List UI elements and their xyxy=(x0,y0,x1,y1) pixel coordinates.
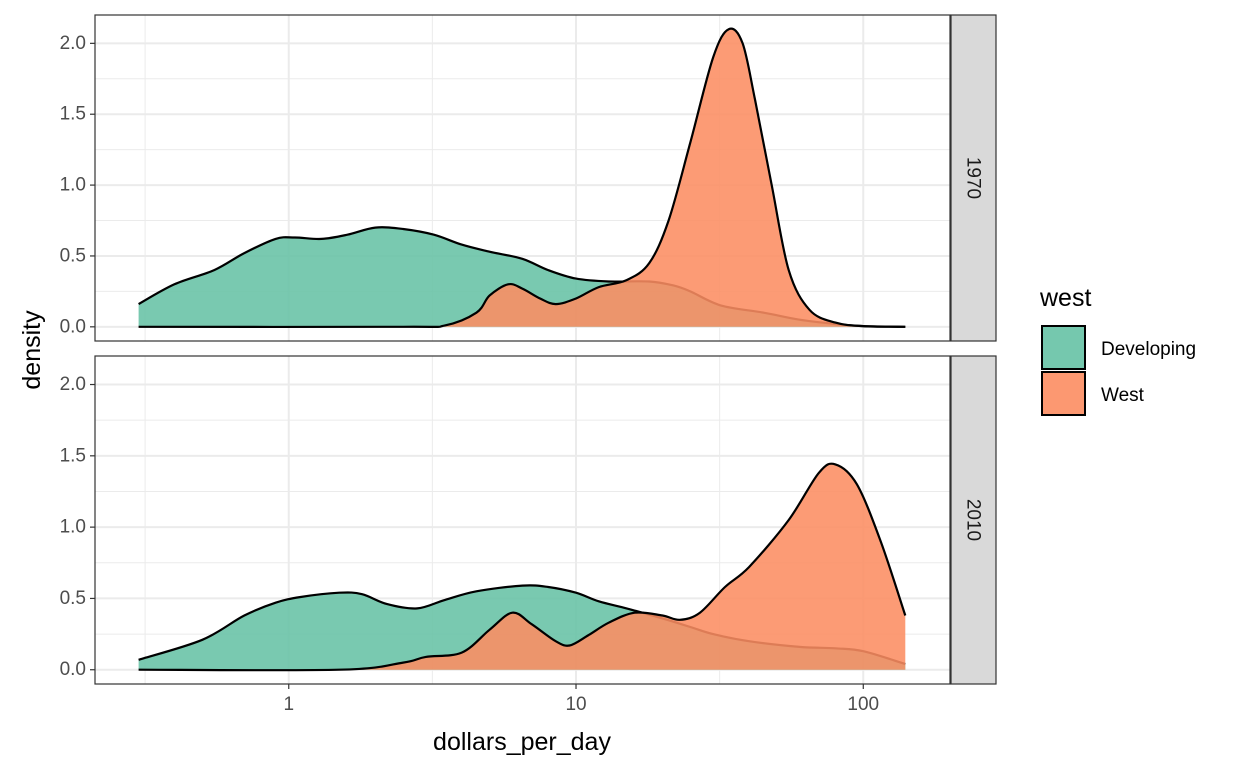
panel-1970-strip xyxy=(950,14,997,342)
y-tick-label: 0.5 xyxy=(60,245,86,266)
legend-key-developing xyxy=(1041,325,1086,370)
panel-1970-strip-label: 1970 xyxy=(963,157,984,199)
panel-2010-y-ticks: 0.0 0.5 1.0 1.5 2.0 xyxy=(60,374,95,680)
density-line-west-2010 xyxy=(138,462,907,672)
panel-2010-border xyxy=(94,355,951,685)
y-tick-label: 1.5 xyxy=(60,445,86,466)
y-tick-label: 2.0 xyxy=(60,374,86,395)
legend-label-west: West xyxy=(1101,385,1145,406)
panel-1970-areas xyxy=(138,27,906,329)
legend-key-west xyxy=(1041,371,1086,416)
panel-2010: 2010 0.0 0.5 1.0 1.5 2.0 xyxy=(60,355,997,685)
legend-title: west xyxy=(1039,284,1091,312)
density-line-west-1970 xyxy=(138,27,906,329)
y-tick-label: 1.0 xyxy=(60,175,86,196)
y-axis-title: density xyxy=(18,310,46,390)
panel-1970-y-ticks: 0.0 0.5 1.0 1.5 2.0 xyxy=(60,33,95,337)
density-area-west-1970 xyxy=(138,28,906,327)
panel-2010-strip xyxy=(950,355,997,685)
legend-entry-west: West xyxy=(1041,371,1145,416)
legend-label-developing: Developing xyxy=(1101,339,1196,360)
x-tick-label: 100 xyxy=(847,694,879,715)
panel-1970: 1970 0.0 0.5 1.0 1.5 2.0 xyxy=(60,14,997,342)
x-tick-label: 10 xyxy=(565,694,586,715)
y-tick-label: 0.0 xyxy=(60,659,86,680)
y-tick-label: 1.5 xyxy=(60,104,86,125)
density-area-developing-1970 xyxy=(138,227,906,327)
x-axis-title: dollars_per_day xyxy=(433,728,611,756)
panel-1970-border xyxy=(94,14,951,342)
y-tick-label: 1.0 xyxy=(60,517,86,538)
x-tick-label: 1 xyxy=(283,694,294,715)
x-axis-ticks: 1 10 100 xyxy=(283,684,879,715)
legend: west Developing West xyxy=(1039,284,1196,416)
y-tick-label: 0.0 xyxy=(60,316,86,337)
y-tick-label: 2.0 xyxy=(60,33,86,54)
panel-2010-areas xyxy=(138,462,907,672)
panel-2010-strip-label: 2010 xyxy=(963,499,984,541)
density-area-west-2010 xyxy=(138,463,906,671)
legend-entry-developing: Developing xyxy=(1041,325,1196,370)
y-tick-label: 0.5 xyxy=(60,588,86,609)
